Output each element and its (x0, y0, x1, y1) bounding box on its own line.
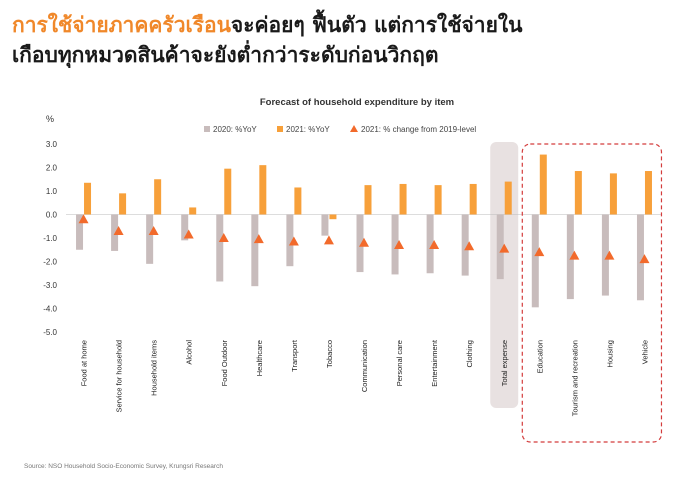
y-tick-label: 0.0 (46, 211, 58, 220)
x-tick-label: Housing (605, 340, 614, 368)
x-tick-label: Service for household (115, 340, 124, 413)
legend-swatch-2021 (277, 126, 283, 132)
marker-change-2019 (464, 241, 475, 251)
bar-2020 (181, 214, 189, 241)
chart-title: Forecast of household expenditure by ite… (260, 97, 454, 108)
bar-2021 (189, 207, 197, 215)
bar-2020 (76, 214, 84, 250)
bar-2021 (294, 187, 302, 215)
x-tick-label: Personal care (395, 340, 404, 386)
x-tick-label: Alcohol (185, 340, 194, 365)
y-tick-label: 1.0 (46, 187, 58, 196)
bar-2021 (644, 171, 652, 215)
legend-marker-change (350, 125, 358, 132)
bar-2021 (504, 181, 512, 215)
bar-2020 (426, 214, 434, 274)
x-tick-label: Tobacco (325, 340, 334, 368)
marker-change-2019 (148, 225, 159, 235)
marker-change-2019 (394, 240, 405, 250)
bar-2020 (461, 214, 469, 276)
bar-2021 (84, 182, 92, 215)
x-tick-label: Education (535, 340, 544, 373)
y-tick-label: -3.0 (43, 281, 57, 290)
y-tick-label: -5.0 (43, 328, 57, 337)
focus-group-dashed-box (521, 143, 663, 443)
marker-change-2019 (534, 247, 545, 257)
bar-2021 (609, 173, 617, 215)
x-tick-label: Vehicle (640, 340, 649, 364)
bar-2020 (391, 214, 399, 275)
bar-2020 (146, 214, 154, 264)
x-tick-label: Tourism and recreation (570, 340, 579, 416)
legend-label-2020: 2020: %YoY (213, 125, 257, 134)
headline-line2: เกือบทุกหมวดสินค้าจะยังต่ำกว่าระดับก่อนว… (12, 43, 439, 67)
x-tick-label: Healthcare (255, 340, 264, 376)
bar-2021 (259, 165, 267, 215)
x-tick-label: Entertainment (430, 339, 439, 387)
x-tick-label: Total expense (500, 340, 509, 386)
bar-2021 (399, 183, 407, 215)
bar-2021 (364, 185, 372, 215)
source-note: Source: NSO Household Socio-Economic Sur… (24, 463, 223, 470)
x-tick-label: Food at home (80, 340, 89, 386)
marker-change-2019 (113, 225, 124, 235)
marker-change-2019 (253, 234, 264, 244)
bar-2020 (636, 214, 644, 301)
x-tick-label: Household items (150, 340, 159, 396)
bar-2020 (601, 214, 609, 296)
y-tick-label: -1.0 (43, 234, 57, 243)
marker-change-2019 (288, 236, 299, 246)
bar-2021 (329, 214, 337, 220)
bar-2020 (216, 214, 224, 282)
bar-2021 (469, 183, 477, 215)
y-tick-label: 2.0 (46, 164, 58, 173)
marker-change-2019 (569, 250, 580, 260)
x-tick-label: Communication (360, 340, 369, 392)
legend-swatch-2020 (204, 126, 210, 132)
legend-label-change: 2021: % change from 2019-level (361, 125, 476, 134)
marker-change-2019 (359, 237, 369, 247)
bar-2020 (251, 214, 259, 287)
bar-2021 (119, 193, 127, 215)
x-tick-label: Food Outdoor (220, 340, 229, 387)
bar-2020 (321, 214, 329, 236)
marker-change-2019 (604, 250, 615, 260)
headline-highlight: การใช้จ่ายภาคครัวเรือน (12, 13, 231, 37)
bar-2020 (356, 214, 364, 273)
legend-label-2021: 2021: %YoY (286, 125, 330, 134)
marker-change-2019 (323, 235, 334, 245)
bar-2020 (111, 214, 119, 251)
bar-2020 (531, 214, 539, 308)
y-tick-label: -4.0 (43, 305, 57, 314)
x-tick-label: Transport (290, 339, 299, 372)
marker-change-2019 (499, 243, 510, 253)
y-tick-label: 3.0 (46, 140, 58, 149)
headline-line1-rest: จะค่อยๆ ฟื้นตัว แต่การใช้จ่ายใน (230, 13, 523, 37)
bar-2021 (154, 179, 162, 215)
x-tick-label: Clothing (465, 340, 474, 368)
headline: การใช้จ่ายภาคครัวเรือนจะค่อยๆ ฟื้นตัว แต… (12, 10, 672, 70)
bar-2020 (286, 214, 294, 267)
bar-2021 (539, 154, 547, 215)
bar-2021 (224, 168, 232, 215)
marker-change-2019 (183, 229, 194, 239)
marker-change-2019 (639, 254, 650, 264)
marker-change-2019 (78, 214, 89, 224)
marker-change-2019 (218, 233, 229, 242)
bar-2020 (566, 214, 574, 300)
bar-2021 (434, 185, 442, 215)
bar-2021 (574, 171, 582, 215)
marker-change-2019 (429, 240, 440, 250)
y-tick-label: -2.0 (43, 258, 57, 267)
bar-2020 (496, 214, 504, 280)
y-axis-unit-label: % (46, 114, 54, 124)
